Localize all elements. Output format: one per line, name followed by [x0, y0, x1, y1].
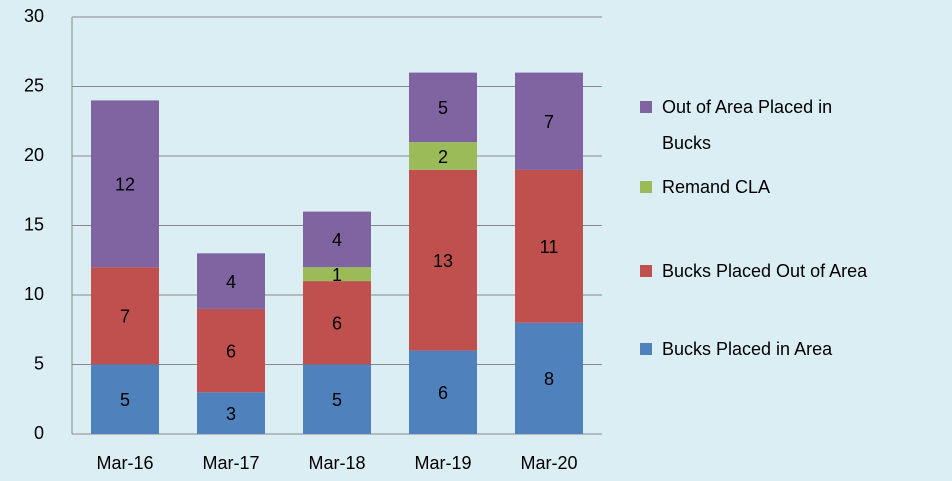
- bar-segment: [91, 364, 159, 434]
- bar-segment: [91, 100, 159, 268]
- bar-segment: [197, 253, 265, 309]
- data-label: 5: [120, 390, 130, 410]
- legend-label: Bucks Placed Out of Area: [662, 261, 868, 281]
- y-tick-label: 10: [24, 284, 44, 304]
- bar-segment: [409, 350, 477, 434]
- bar-segment: [515, 72, 583, 170]
- y-tick-label: 30: [24, 6, 44, 26]
- x-tick-label: Mar-16: [96, 453, 153, 473]
- data-label: 5: [332, 390, 342, 410]
- data-label: 1: [332, 265, 342, 285]
- data-label: 5: [438, 98, 448, 118]
- data-label: 3: [226, 404, 236, 424]
- legend-swatch: [640, 101, 652, 113]
- data-label: 6: [226, 341, 236, 361]
- data-label: 2: [438, 147, 448, 167]
- data-label: 7: [544, 112, 554, 132]
- data-label: 12: [115, 175, 135, 195]
- bar-segment: [515, 169, 583, 323]
- x-tick-label: Mar-17: [202, 453, 259, 473]
- bar-segment: [303, 364, 371, 434]
- data-label: 8: [544, 369, 554, 389]
- y-tick-label: 0: [34, 423, 44, 443]
- x-tick-label: Mar-20: [520, 453, 577, 473]
- data-label: 4: [226, 272, 236, 292]
- bar-segment: [303, 211, 371, 268]
- legend-item: Bucks Placed in Area: [640, 331, 920, 367]
- legend-swatch: [640, 265, 652, 277]
- data-label: 6: [438, 383, 448, 403]
- bar-segment: [409, 142, 477, 170]
- bar-segment: [91, 267, 159, 365]
- data-label: 11: [540, 237, 559, 257]
- data-label: 6: [332, 314, 342, 334]
- legend-item: Remand CLA: [640, 169, 840, 205]
- y-tick-label: 15: [24, 214, 44, 234]
- y-tick-label: 20: [24, 145, 44, 165]
- bar-segment: [409, 169, 477, 351]
- y-tick-label: 25: [24, 75, 44, 95]
- legend-label: Bucks Placed in Area: [662, 339, 833, 359]
- legend-item: Out of Area Placed in Bucks: [640, 89, 870, 161]
- data-label: 13: [433, 251, 453, 271]
- legend-swatch: [640, 343, 652, 355]
- bar-segment: [197, 392, 265, 434]
- data-label: 4: [332, 230, 342, 250]
- legend-swatch: [640, 181, 652, 193]
- legend: Bucks Placed in Area Bucks Placed Out of …: [640, 0, 950, 481]
- data-label: 7: [120, 307, 130, 327]
- y-tick-label: 5: [34, 353, 44, 373]
- x-tick-label: Mar-19: [414, 453, 471, 473]
- bar-segment: [303, 281, 371, 365]
- legend-label: Out of Area Placed in Bucks: [662, 97, 833, 153]
- bar-segment: [303, 267, 371, 282]
- bar-segment: [515, 322, 583, 434]
- x-tick-label: Mar-18: [308, 453, 365, 473]
- legend-item: Bucks Placed Out of Area: [640, 253, 940, 289]
- bar-segment: [197, 308, 265, 393]
- legend-label: Remand CLA: [662, 177, 771, 197]
- bar-segment: [409, 72, 477, 143]
